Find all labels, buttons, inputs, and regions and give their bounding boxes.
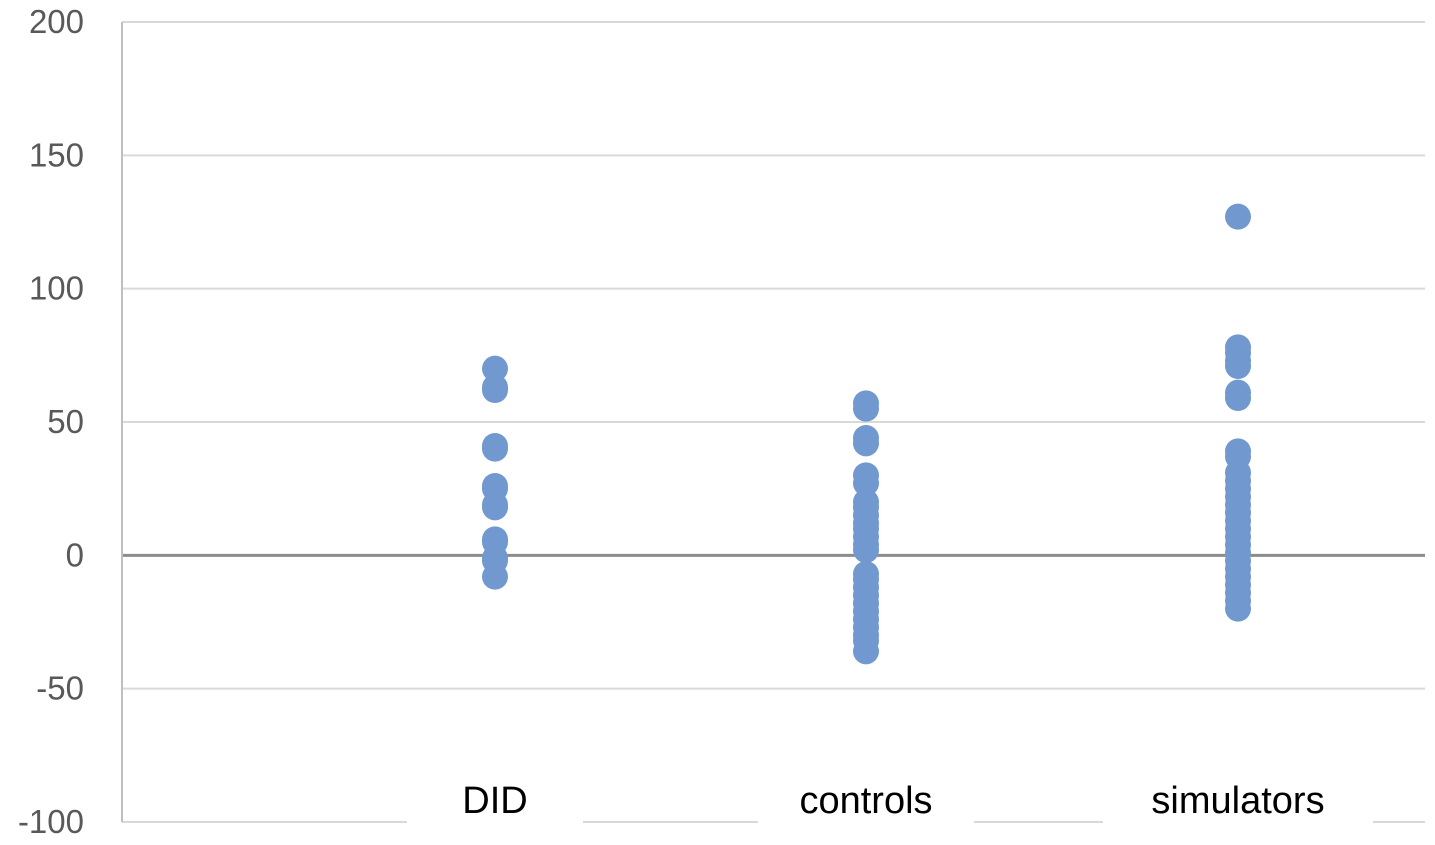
data-point-did — [482, 494, 508, 521]
y-tick-label: 0 — [66, 536, 84, 573]
data-point-controls — [853, 470, 879, 497]
category-label-controls: controls — [799, 780, 932, 822]
data-point-controls — [853, 638, 879, 665]
y-tick-label: 50 — [47, 403, 84, 440]
y-tick-label: 200 — [29, 3, 84, 40]
data-points — [482, 203, 1251, 665]
y-tick-label: 150 — [29, 136, 84, 173]
y-tick-label: 100 — [29, 270, 84, 307]
data-point-did — [482, 435, 508, 462]
category-label-background — [407, 771, 583, 833]
data-point-simulators — [1225, 353, 1251, 379]
category-label-did: DID — [462, 780, 527, 822]
data-point-did — [482, 563, 508, 590]
category-label-background — [758, 771, 974, 833]
data-point-controls — [853, 430, 879, 457]
data-point-simulators — [1225, 203, 1251, 230]
data-point-controls — [853, 537, 879, 563]
gridlines — [122, 21, 1425, 823]
category-labels: DID controls simulators — [407, 771, 1373, 833]
data-point-simulators — [1225, 385, 1251, 411]
category-label-simulators: simulators — [1151, 780, 1324, 822]
data-point-did — [482, 355, 508, 382]
category-label-background — [1103, 771, 1373, 833]
y-tick-label: -100 — [18, 803, 84, 840]
data-point-controls — [853, 395, 879, 422]
data-point-did — [482, 377, 508, 403]
y-tick-label: -50 — [36, 670, 84, 707]
data-point-simulators — [1225, 595, 1251, 622]
y-axis: -100 -50 0 50 100 150 200 — [18, 3, 123, 840]
